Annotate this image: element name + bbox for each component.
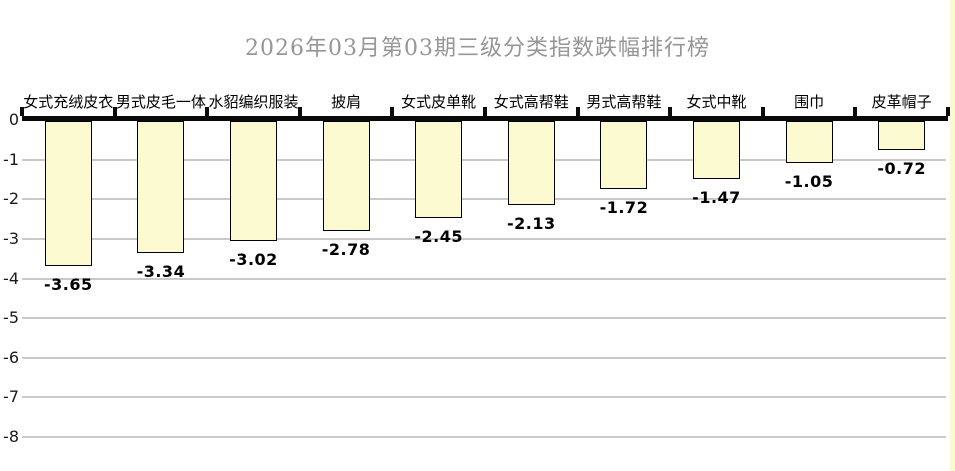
category-label: 男式皮毛一体 [115,93,206,111]
category-label: 女式充绒皮衣 [23,93,114,111]
bar-围巾 [785,121,833,163]
bar-女式充绒皮衣 [44,121,92,266]
gridline--6 [22,356,946,359]
value-label: -2.13 [506,214,556,234]
value-label: -3.02 [229,249,278,269]
y-axis-tick-label: -5 [3,308,19,328]
value-label: -1.05 [784,171,834,191]
x-axis-line [22,116,948,121]
x-axis-tick [112,107,117,116]
x-axis-tick [390,107,395,116]
value-label: -2.78 [321,240,371,260]
category-label: 围巾 [794,93,825,111]
bar-披肩 [322,121,370,232]
bar-水貂编织服装 [230,121,277,241]
y-axis-tick-label: -3 [3,228,19,248]
x-axis-tick [205,107,210,116]
y-axis-tick-label: -6 [3,347,19,367]
x-axis-tick [575,107,580,116]
category-label: 男式高帮鞋 [586,93,662,111]
value-label: -1.47 [692,188,741,208]
bar-女式高帮鞋 [507,121,555,206]
y-axis-tick-label: -4 [3,268,19,288]
bar-男式皮毛一体 [137,121,185,254]
category-label: 女式高帮鞋 [493,93,569,111]
category-label: 女式皮单靴 [401,93,477,111]
bar-皮革帽子 [878,121,926,150]
x-axis-tick [760,107,765,116]
value-label: -1.72 [599,198,649,218]
gridline--4 [22,277,946,280]
gridline--5 [22,317,946,320]
x-axis-tick [853,107,858,116]
x-axis-tick [297,107,302,116]
x-axis-tick [483,107,487,116]
value-label: -3.34 [136,262,186,282]
gridline--3 [22,237,946,240]
y-axis-tick-label: -8 [3,427,19,446]
y-axis-tick-label: -2 [3,189,19,209]
category-label: 皮革帽子 [871,93,932,111]
x-axis-tick [946,107,950,116]
x-axis-tick [668,107,673,116]
y-axis-tick-label: -7 [3,387,19,407]
gridline--1 [22,158,946,161]
y-axis-tick-label: -1 [3,149,19,169]
value-label: -2.45 [414,227,463,247]
category-label: 披肩 [331,93,362,111]
x-axis-tick [20,107,24,116]
gridline--2 [22,198,946,201]
gridline--7 [22,396,946,399]
bar-男式高帮鞋 [600,121,648,190]
category-label: 女式中靴 [686,93,747,111]
value-label: -3.65 [43,274,93,294]
value-label: -0.72 [877,158,926,178]
gridline--8 [22,436,946,438]
right-edge-strip [950,0,955,471]
category-label: 水貂编织服装 [208,93,299,111]
bar-女式中靴 [693,121,740,180]
y-axis-tick-label: 0 [8,110,19,129]
chart-title: 2026年03月第03期三级分类指数跌幅排行榜 [245,36,710,61]
bar-女式皮单靴 [415,121,463,219]
